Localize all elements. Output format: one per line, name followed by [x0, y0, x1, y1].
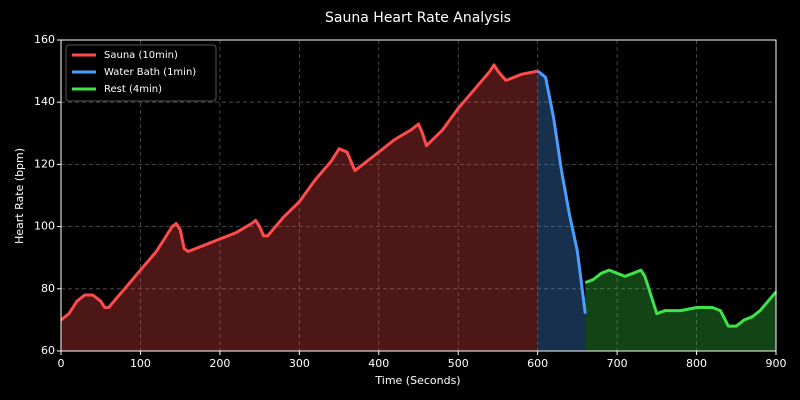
y-tick-label: 160	[34, 33, 55, 46]
legend-label: Water Bath (1min)	[104, 67, 196, 78]
area	[61, 64, 538, 352]
x-tick-label: 700	[607, 357, 628, 370]
plot-frame	[60, 39, 777, 352]
x-tick-label: 300	[289, 357, 310, 370]
y-axis-label: Heart Rate (bpm)	[13, 148, 26, 244]
line	[584, 268, 778, 328]
areas	[61, 64, 776, 352]
x-tick-label: 900	[766, 357, 787, 370]
line	[60, 63, 538, 322]
legend-box	[65, 44, 217, 102]
legend-label: Rest (4min)	[104, 84, 162, 95]
x-axis-label: Time (Seconds)	[374, 374, 460, 387]
line	[536, 69, 587, 314]
lines	[60, 63, 778, 328]
x-tick-label: 200	[209, 357, 230, 370]
x-tick-label: 400	[368, 357, 389, 370]
area	[585, 270, 776, 351]
y-tick-label: 120	[34, 157, 55, 170]
area	[537, 71, 586, 351]
y-tick-label: 60	[41, 344, 55, 357]
x-tick-label: 500	[448, 357, 469, 370]
x-tick-label: 800	[686, 357, 707, 370]
x-tick-label: 600	[527, 357, 548, 370]
x-tick-label: 0	[58, 357, 65, 370]
y-tick-label: 100	[34, 220, 55, 233]
legend-label: Sauna (10min)	[104, 50, 178, 61]
y-tick-label: 80	[41, 282, 55, 295]
chart-title: Sauna Heart Rate Analysis	[325, 10, 511, 26]
x-tick-label: 100	[130, 357, 151, 370]
y-tick-label: 140	[34, 95, 55, 108]
